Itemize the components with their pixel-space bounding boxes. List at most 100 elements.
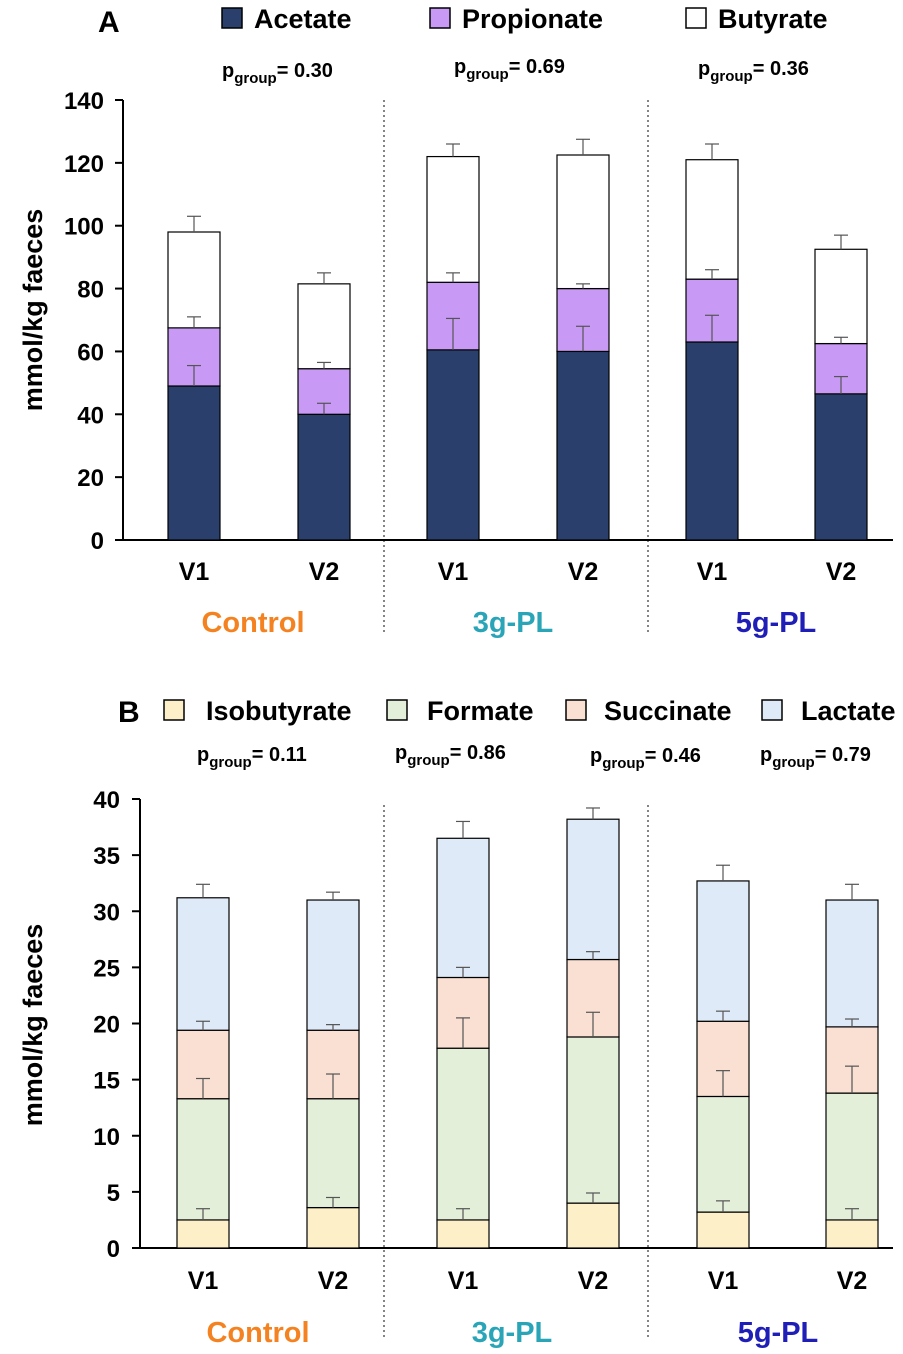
p-value-subscript: group	[602, 755, 645, 772]
y-tick-label: 15	[93, 1068, 120, 1095]
bar-segment-formate	[696, 1095, 750, 1213]
legend-label: Succinate	[604, 696, 732, 726]
legend-swatch	[163, 699, 185, 721]
y-tick-label: 0	[91, 528, 104, 555]
p-value-annotation: pgroup= 0.79	[760, 744, 871, 771]
bar-segment-lactate	[176, 897, 230, 1031]
p-value-text: = 0.30	[277, 60, 333, 82]
y-tick-label: 0	[107, 1236, 120, 1263]
bar-segment-isobutyrate	[696, 1211, 750, 1249]
y-tick-label: 20	[93, 1012, 120, 1039]
y-tick-label: 120	[64, 151, 104, 178]
p-value-annotation: pgroup= 0.30	[222, 60, 333, 87]
legend-label: Lactate	[801, 696, 896, 726]
p-value-text: = 0.69	[509, 56, 565, 78]
legend-swatch	[761, 699, 783, 721]
p-value-symbol: p	[222, 60, 234, 82]
legend-swatch	[565, 699, 587, 721]
y-tick-label: 20	[77, 465, 104, 492]
legend-label: Acetate	[254, 4, 352, 34]
panel-letter: B	[118, 696, 140, 729]
p-value-annotation: pgroup= 0.46	[590, 745, 701, 772]
p-value-symbol: p	[698, 58, 710, 80]
legend-swatch	[429, 7, 451, 29]
legend-label: Formate	[427, 696, 534, 726]
bar-segment-isobutyrate	[176, 1219, 230, 1249]
bar-segment-lactate	[566, 818, 620, 961]
bar-segment-formate	[825, 1092, 879, 1221]
p-value-text: = 0.79	[815, 744, 871, 766]
x-category-label: V2	[826, 558, 857, 586]
bar-segment-acetate	[297, 413, 351, 541]
bar-segment-lactate	[436, 837, 490, 979]
p-value-symbol: p	[760, 744, 772, 766]
bar-segment-formate	[306, 1098, 360, 1209]
legend-label: Butyrate	[718, 4, 828, 34]
y-tick-label: 10	[93, 1124, 120, 1151]
bar-segment-lactate	[306, 899, 360, 1031]
p-value-subscript: group	[772, 754, 815, 771]
x-category-label: V2	[309, 558, 340, 586]
bar-segment-acetate	[426, 349, 480, 541]
p-value-symbol: p	[197, 744, 209, 766]
p-value-subscript: group	[710, 68, 753, 85]
bar-segment-acetate	[556, 350, 610, 541]
bar-segment-formate	[176, 1098, 230, 1221]
p-value-subscript: group	[234, 70, 277, 87]
y-tick-label: 35	[93, 843, 120, 870]
p-value-annotation: pgroup= 0.11	[197, 744, 307, 771]
legend-swatch	[685, 7, 707, 29]
y-tick-label: 60	[77, 339, 104, 366]
p-value-text: = 0.86	[450, 742, 506, 764]
bar-segment-isobutyrate	[825, 1219, 879, 1249]
group-label: 3g-PL	[473, 607, 554, 639]
p-value-symbol: p	[395, 742, 407, 764]
bar-segment-formate	[436, 1047, 490, 1221]
legend-label: Isobutyrate	[206, 696, 352, 726]
p-value-annotation: pgroup= 0.69	[454, 56, 565, 83]
bar-segment-butyrate	[556, 154, 610, 290]
bar-segment-acetate	[167, 385, 221, 541]
y-tick-label: 80	[77, 277, 104, 304]
legend-swatch	[221, 7, 243, 29]
x-category-label: V1	[448, 1267, 479, 1295]
y-tick-label: 140	[64, 88, 104, 115]
group-label: 5g-PL	[738, 1317, 819, 1349]
legend-swatch	[386, 699, 408, 721]
p-value-text: = 0.11	[252, 744, 307, 766]
x-category-label: V2	[318, 1267, 349, 1295]
bar-segment-butyrate	[297, 283, 351, 370]
y-tick-label: 25	[93, 955, 120, 982]
p-value-subscript: group	[466, 66, 509, 83]
x-category-label: V2	[837, 1267, 868, 1295]
bar-segment-formate	[566, 1036, 620, 1204]
panel-letter: A	[98, 6, 120, 39]
y-axis-label: mmol/kg faeces	[18, 924, 48, 1127]
legend-label: Propionate	[462, 4, 603, 34]
p-value-annotation: pgroup= 0.36	[698, 58, 809, 85]
x-category-label: V2	[568, 558, 599, 586]
x-category-label: V2	[578, 1267, 609, 1295]
bar-segment-butyrate	[685, 159, 739, 280]
bar-segment-acetate	[685, 341, 739, 541]
bar-segment-acetate	[814, 393, 868, 541]
y-tick-label: 5	[107, 1180, 120, 1207]
bar-segment-butyrate	[167, 231, 221, 329]
p-value-symbol: p	[454, 56, 466, 78]
bar-segment-isobutyrate	[436, 1219, 490, 1249]
bar-segment-isobutyrate	[566, 1202, 620, 1249]
p-value-subscript: group	[407, 752, 450, 769]
p-value-text: = 0.46	[645, 745, 701, 767]
group-label: Control	[206, 1317, 309, 1349]
p-value-text: = 0.36	[753, 58, 809, 80]
p-value-annotation: pgroup= 0.86	[395, 742, 506, 769]
p-value-subscript: group	[209, 754, 252, 771]
bar-segment-isobutyrate	[306, 1206, 360, 1249]
y-tick-label: 30	[93, 899, 120, 926]
x-category-label: V1	[179, 558, 210, 586]
x-category-label: V1	[188, 1267, 219, 1295]
bar-segment-butyrate	[426, 155, 480, 283]
group-label: 5g-PL	[736, 607, 817, 639]
